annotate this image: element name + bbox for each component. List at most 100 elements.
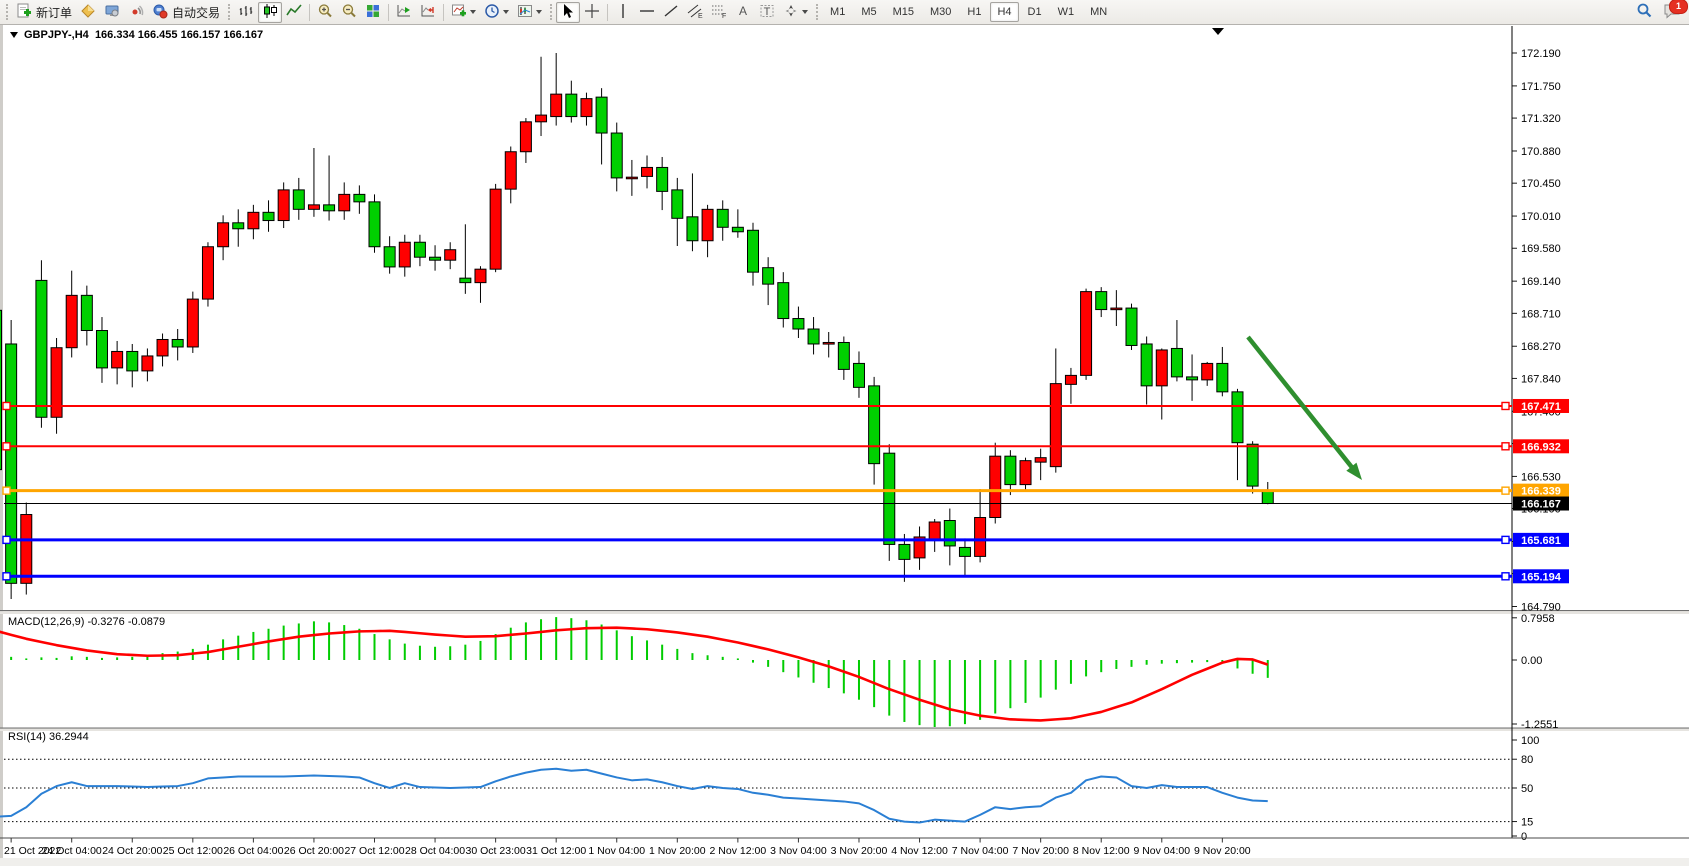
candle: [656, 166, 669, 192]
time-axis-label: 1 Nov 20:00: [649, 845, 706, 857]
fibonacci-tool-button[interactable]: F: [707, 2, 731, 23]
chat-button[interactable]: 1: [1663, 0, 1688, 22]
candle: [1216, 362, 1229, 393]
timeframe-M15[interactable]: M15: [892, 6, 914, 18]
indicators-button[interactable]: [447, 2, 480, 23]
trendline-tool-button[interactable]: [659, 2, 683, 23]
level-anchor[interactable]: [2, 486, 11, 495]
level-anchor[interactable]: [1501, 442, 1510, 451]
candle: [519, 121, 532, 153]
text-label-icon: T: [759, 3, 775, 22]
level-anchor[interactable]: [2, 572, 11, 581]
autotrading-label: 自动交易: [172, 5, 221, 20]
main-toolbar: 新订单 自动交易: [0, 0, 1689, 25]
candle: [489, 188, 502, 270]
channel-tool-button[interactable]: E: [683, 2, 707, 23]
timeframe-M30[interactable]: M30: [930, 6, 952, 18]
level-anchor[interactable]: [1501, 486, 1510, 495]
metaeditor-button[interactable]: [76, 2, 100, 23]
new-order-button[interactable]: 新订单: [12, 2, 76, 23]
time-axis-label: 3 Nov 04:00: [770, 845, 827, 857]
line-chart-mode-button[interactable]: [282, 2, 306, 23]
bar-chart-mode-button[interactable]: [234, 2, 258, 23]
trendline-icon: [663, 3, 679, 22]
level-anchor[interactable]: [2, 535, 11, 545]
toolbar-separator: [388, 3, 390, 21]
tile-windows-button[interactable]: [361, 2, 385, 23]
zoom-in-button[interactable]: [313, 2, 337, 23]
auto-scroll-button[interactable]: [392, 2, 416, 23]
timeframe-H1[interactable]: H1: [967, 6, 982, 18]
chart-shift-button[interactable]: [416, 2, 440, 23]
candle: [580, 98, 593, 118]
bar-chart-icon: [238, 3, 254, 22]
horizontal-line-tool-button[interactable]: [635, 2, 659, 23]
bottom-strip: [0, 858, 1689, 866]
templates-button[interactable]: [513, 2, 546, 23]
candle: [5, 343, 18, 584]
macd-pane: 0.7958 0.00 -1.2551: [0, 613, 1558, 731]
candle: [368, 201, 381, 248]
timeframe-D1[interactable]: D1: [1027, 6, 1042, 18]
toolbar-separator: [607, 3, 609, 21]
level-anchor[interactable]: [2, 442, 11, 451]
arrows-tool-button[interactable]: [779, 2, 812, 23]
terminal-button[interactable]: [100, 2, 124, 23]
candle: [883, 452, 896, 545]
chart-symbol-label: GBPJPY-,H4: [24, 29, 89, 41]
price-badge-value: 167.471: [1521, 401, 1561, 413]
chart-menu-triangle-icon[interactable]: [10, 32, 18, 38]
autotrading-icon: [152, 3, 168, 22]
auto-scroll-icon: [396, 3, 412, 22]
candle: [989, 455, 1002, 519]
candle: [1080, 291, 1093, 376]
timeframe-M1[interactable]: M1: [830, 6, 846, 18]
candle: [35, 279, 48, 418]
terminal-icon: [104, 3, 120, 22]
price-axis-label: 172.190: [1521, 48, 1561, 60]
price-badge: [1513, 496, 1569, 511]
level-anchor[interactable]: [1501, 535, 1510, 545]
scroll-marker-icon[interactable]: [1212, 28, 1224, 35]
crosshair-tool-button[interactable]: [580, 2, 604, 23]
autotrading-button[interactable]: 自动交易: [148, 2, 224, 23]
chevron-down-icon: [536, 10, 543, 14]
price-badge-value: 166.167: [1521, 499, 1561, 511]
rsi-axis-label: 50: [1521, 783, 1533, 795]
level-anchor[interactable]: [1501, 401, 1510, 411]
candle: [701, 208, 714, 242]
macd-signal-line: [0, 626, 1269, 722]
cursor-tool-button[interactable]: [556, 1, 581, 23]
candle: [1034, 457, 1047, 463]
annotation-arrow-shaft[interactable]: [1246, 335, 1356, 472]
pane-separator[interactable]: [0, 727, 1689, 729]
zoom-out-button[interactable]: [337, 2, 361, 23]
text-tool-button[interactable]: A: [731, 2, 755, 23]
candle: [898, 543, 911, 560]
time-axis-label: 2 Nov 12:00: [710, 845, 767, 857]
macd-axis-label: -1.2551: [1521, 719, 1558, 731]
level-anchor[interactable]: [1501, 572, 1510, 581]
text-label-tool-button[interactable]: T: [755, 2, 779, 23]
level-anchor[interactable]: [2, 401, 11, 411]
periods-button[interactable]: [480, 2, 513, 23]
timeframe-M5[interactable]: M5: [861, 6, 877, 18]
vertical-line-tool-button[interactable]: [611, 2, 635, 23]
candle: [595, 96, 608, 134]
time-axis-label: 24 Oct 04:00: [42, 845, 102, 857]
fibonacci-icon: F: [711, 3, 727, 22]
candlestick-mode-button[interactable]: [258, 1, 283, 23]
timeframe-W1[interactable]: W1: [1057, 6, 1075, 18]
candle: [1170, 347, 1183, 378]
pane-separator[interactable]: [0, 610, 1689, 612]
search-icon[interactable]: [1636, 2, 1653, 22]
timeframe-MN[interactable]: MN: [1090, 6, 1108, 18]
timeframe-H4[interactable]: H4: [990, 2, 1019, 22]
signals-button[interactable]: [124, 2, 148, 23]
candles-series: [0, 53, 1274, 600]
annotation-arrow-head[interactable]: [1346, 462, 1362, 480]
svg-text:T: T: [764, 6, 771, 18]
candle: [1125, 307, 1138, 346]
